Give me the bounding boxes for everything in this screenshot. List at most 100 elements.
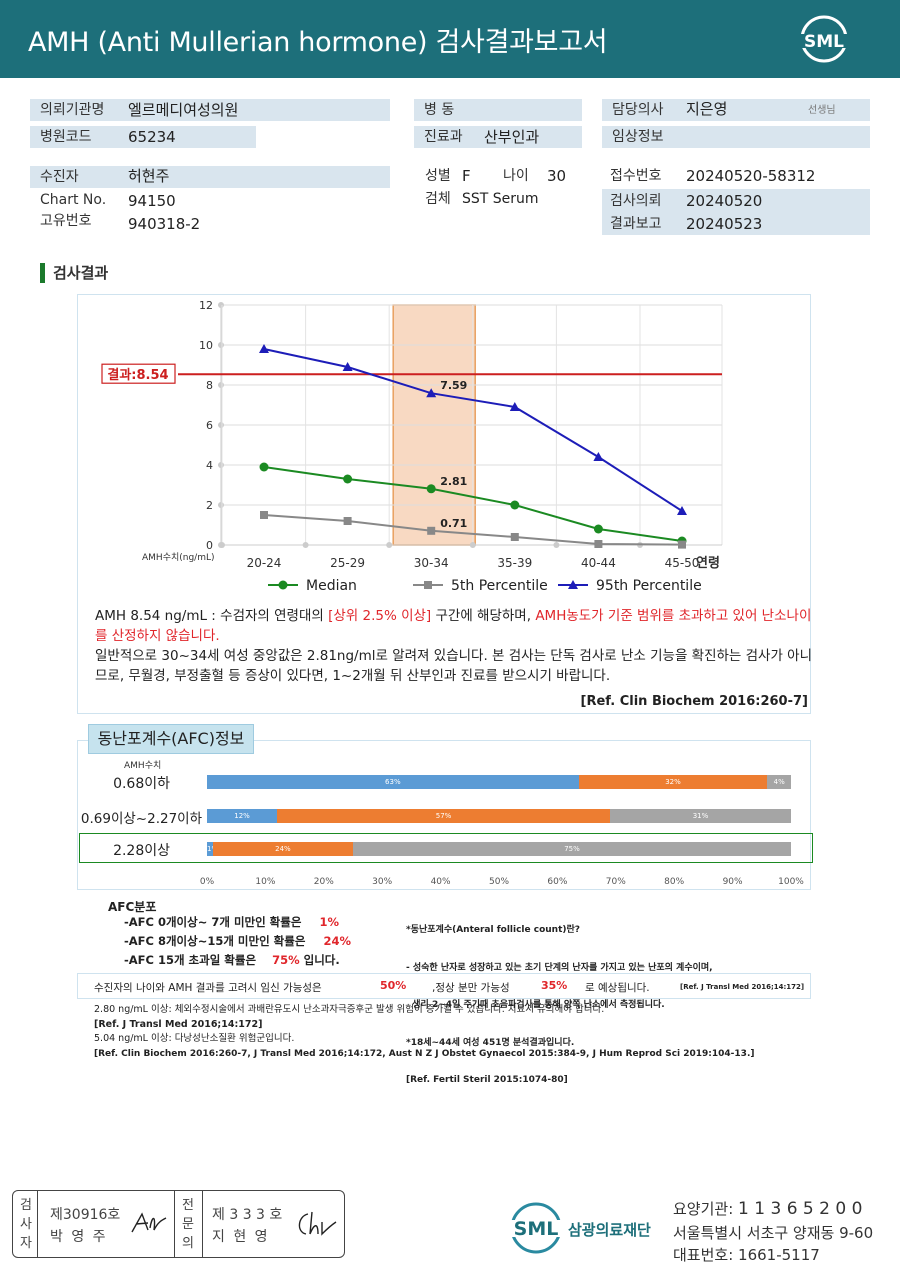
risk-value-a: 50%: [380, 979, 407, 992]
legend-label: Median: [306, 578, 357, 594]
risk-text-a: 수진자의 나이와 AMH 결과를 고려시 임신 가능성은: [94, 982, 322, 994]
legend-label: 5th Percentile: [451, 578, 548, 594]
specialist-license: 제 3 3 3 호: [212, 1207, 283, 1223]
ward-label: 병 동: [424, 102, 455, 118]
afc-bar-segment: 63%: [207, 775, 579, 789]
patient-label: 수진자: [40, 169, 79, 185]
data-point: [594, 540, 603, 548]
uid-value: 940318-2: [128, 215, 201, 233]
chart-no-label: Chart No.: [40, 192, 107, 208]
risk-value-b: 35%: [541, 979, 568, 992]
x-tick-dot: [553, 542, 560, 548]
sig-divider-2: [174, 1191, 175, 1257]
x-tick-dot: [469, 542, 476, 548]
y-tick-label: 8: [206, 379, 213, 392]
afc-dist-item-2: -AFC 8개이상~15개 미만인 확률은 24%: [124, 932, 351, 951]
amh-line-chart: 0 2 4 6 8 10 12 20-24 25-29 30-34 35-39 40-44 45-50연…: [101, 299, 723, 594]
afc-dist-suffix-3: 입니다.: [303, 953, 340, 967]
org-phone-label: 대표번호:: [673, 1246, 734, 1264]
report-header: [0, 0, 900, 78]
data-point: [426, 484, 436, 494]
sig-divider-1: [37, 1191, 38, 1257]
afc-dist-value-3: 75%: [272, 953, 300, 967]
data-label: 0.71: [440, 517, 467, 530]
specimen-value: SST Serum: [462, 191, 539, 207]
afc-highlight-row: [79, 833, 813, 863]
sml-foundation-logo: SML: [508, 1202, 564, 1254]
legend-label: 95th Percentile: [596, 578, 702, 594]
interpretation-ref: [Ref. Clin Biochem 2016:260-7]: [580, 694, 808, 709]
legend-marker: [568, 580, 578, 589]
afc-bar-segment: 57%: [277, 809, 610, 823]
data-point: [426, 388, 437, 398]
interpretation-text: AMH 8.54 ng/mL : 수검자의 연령대의 [상위 2.5% 이상] …: [95, 606, 815, 686]
sex-value: F: [462, 167, 471, 185]
data-point: [510, 533, 519, 541]
sml-logo-text: SML: [804, 32, 844, 52]
risk-text-c: 로 예상됩니다.: [585, 982, 650, 994]
age-label: 나이: [503, 168, 529, 184]
org-code: 1 1 3 6 5 2 0 0: [738, 1199, 863, 1219]
afc-def-line-1: - 성숙한 난자로 성장하고 있는 초기 단계의 난자를 가지고 있는 난포의 …: [406, 962, 713, 973]
institution-value: 엘르메디여성의원: [128, 101, 239, 119]
y-tick-label: 4: [206, 459, 213, 472]
y-tick-label: 0: [206, 539, 213, 552]
org-phone: 1661-5117: [738, 1246, 820, 1264]
age-value: 30: [547, 167, 567, 185]
specialist-label-char-1: 전: [182, 1198, 194, 1213]
chart-panel: [77, 294, 811, 714]
hospital-code-label: 병원코드: [40, 129, 92, 145]
sex-label: 성별: [425, 168, 451, 184]
org-phone-line: 대표번호: 1661-5117: [673, 1244, 820, 1265]
data-point: [593, 452, 604, 461]
x-tick-label: 20-24: [247, 556, 282, 570]
specimen-label: 검체: [425, 191, 451, 207]
x-tick-label: 35-39: [497, 556, 532, 570]
specialist-name: 지 현 영: [212, 1229, 270, 1245]
result-label: 결과:8.54: [107, 367, 168, 383]
afc-tab: 동난포계수(AFC)정보: [88, 724, 254, 754]
data-point: [342, 362, 353, 371]
afc-dist-item-3: -AFC 15개 초과일 확률은 75% 입니다.: [124, 951, 351, 970]
note-3: 5.04 ng/mL 이상: 다낭성난소질환 위험군입니다.: [94, 1033, 295, 1044]
x-tick-label: 25-29: [330, 556, 365, 570]
doctor-label: 담당의사: [612, 102, 664, 118]
specialist-label-char-3: 의: [182, 1236, 194, 1251]
series-line-95th-percentile: [263, 348, 683, 512]
afc-x-tick-label: 0%: [199, 877, 215, 887]
inspector-license: 제30916호: [50, 1207, 121, 1223]
x-tick-label: 30-34: [414, 556, 449, 570]
afc-def-line-3: *18세~44세 여성 451명 분석결과입니다.: [406, 1037, 575, 1048]
signature-box: [12, 1190, 345, 1258]
y-tick-label: 10: [199, 339, 213, 352]
x-tick-label: 45-50: [665, 556, 700, 570]
sml-logo: SML: [798, 15, 850, 63]
inspector-label-char-3: 자: [20, 1236, 32, 1251]
clinical-row: 임상정보: [602, 126, 870, 148]
doctor-row: 담당의사: [602, 99, 870, 121]
interpretation-line1: AMH 8.54 ng/mL : 수검자의 연령대의 [상위 2.5% 이상] …: [95, 606, 815, 646]
report-date-label: 결과보고: [610, 216, 662, 232]
request-label: 검사의뢰: [610, 193, 662, 209]
afc-dist-text-3: -AFC 15개 초과일 확률은: [124, 953, 257, 967]
afc-x-tick-label: 10%: [255, 877, 276, 887]
y-tick-label: 2: [206, 499, 213, 512]
specialist-signature: [298, 1211, 337, 1236]
notes: 2.80 ng/mL 이상: 체외수정시술에서 과배란유도시 난소과자극증후군 …: [94, 1003, 814, 1061]
chart-no-value: 94150: [128, 192, 176, 210]
org-name: 삼광의료재단: [568, 1221, 651, 1239]
data-label: 7.59: [440, 379, 467, 392]
x-tick-label: 40-44: [581, 556, 616, 570]
data-point: [510, 500, 520, 510]
hospital-code-row: 병원코드: [30, 126, 256, 148]
afc-x-tick-label: 100%: [778, 877, 804, 887]
interp-exceed: AMH농도가 기준 범위를 초과하고 있어 난소나이를 산정하지 않습니다.: [95, 608, 812, 644]
data-point: [509, 402, 520, 411]
dates-box: [602, 189, 870, 235]
y-axis-label: AMH수치(ng/mL): [142, 551, 215, 563]
afc-dist-title: AFC분포: [108, 900, 157, 914]
afc-bar-segment: 31%: [609, 809, 791, 823]
receipt-value: 20240520-58312: [686, 167, 816, 185]
note-2: [Ref. J Transl Med 2016;14:172]: [94, 1018, 263, 1030]
sml-foundation-logo-text: SML: [514, 1218, 559, 1240]
